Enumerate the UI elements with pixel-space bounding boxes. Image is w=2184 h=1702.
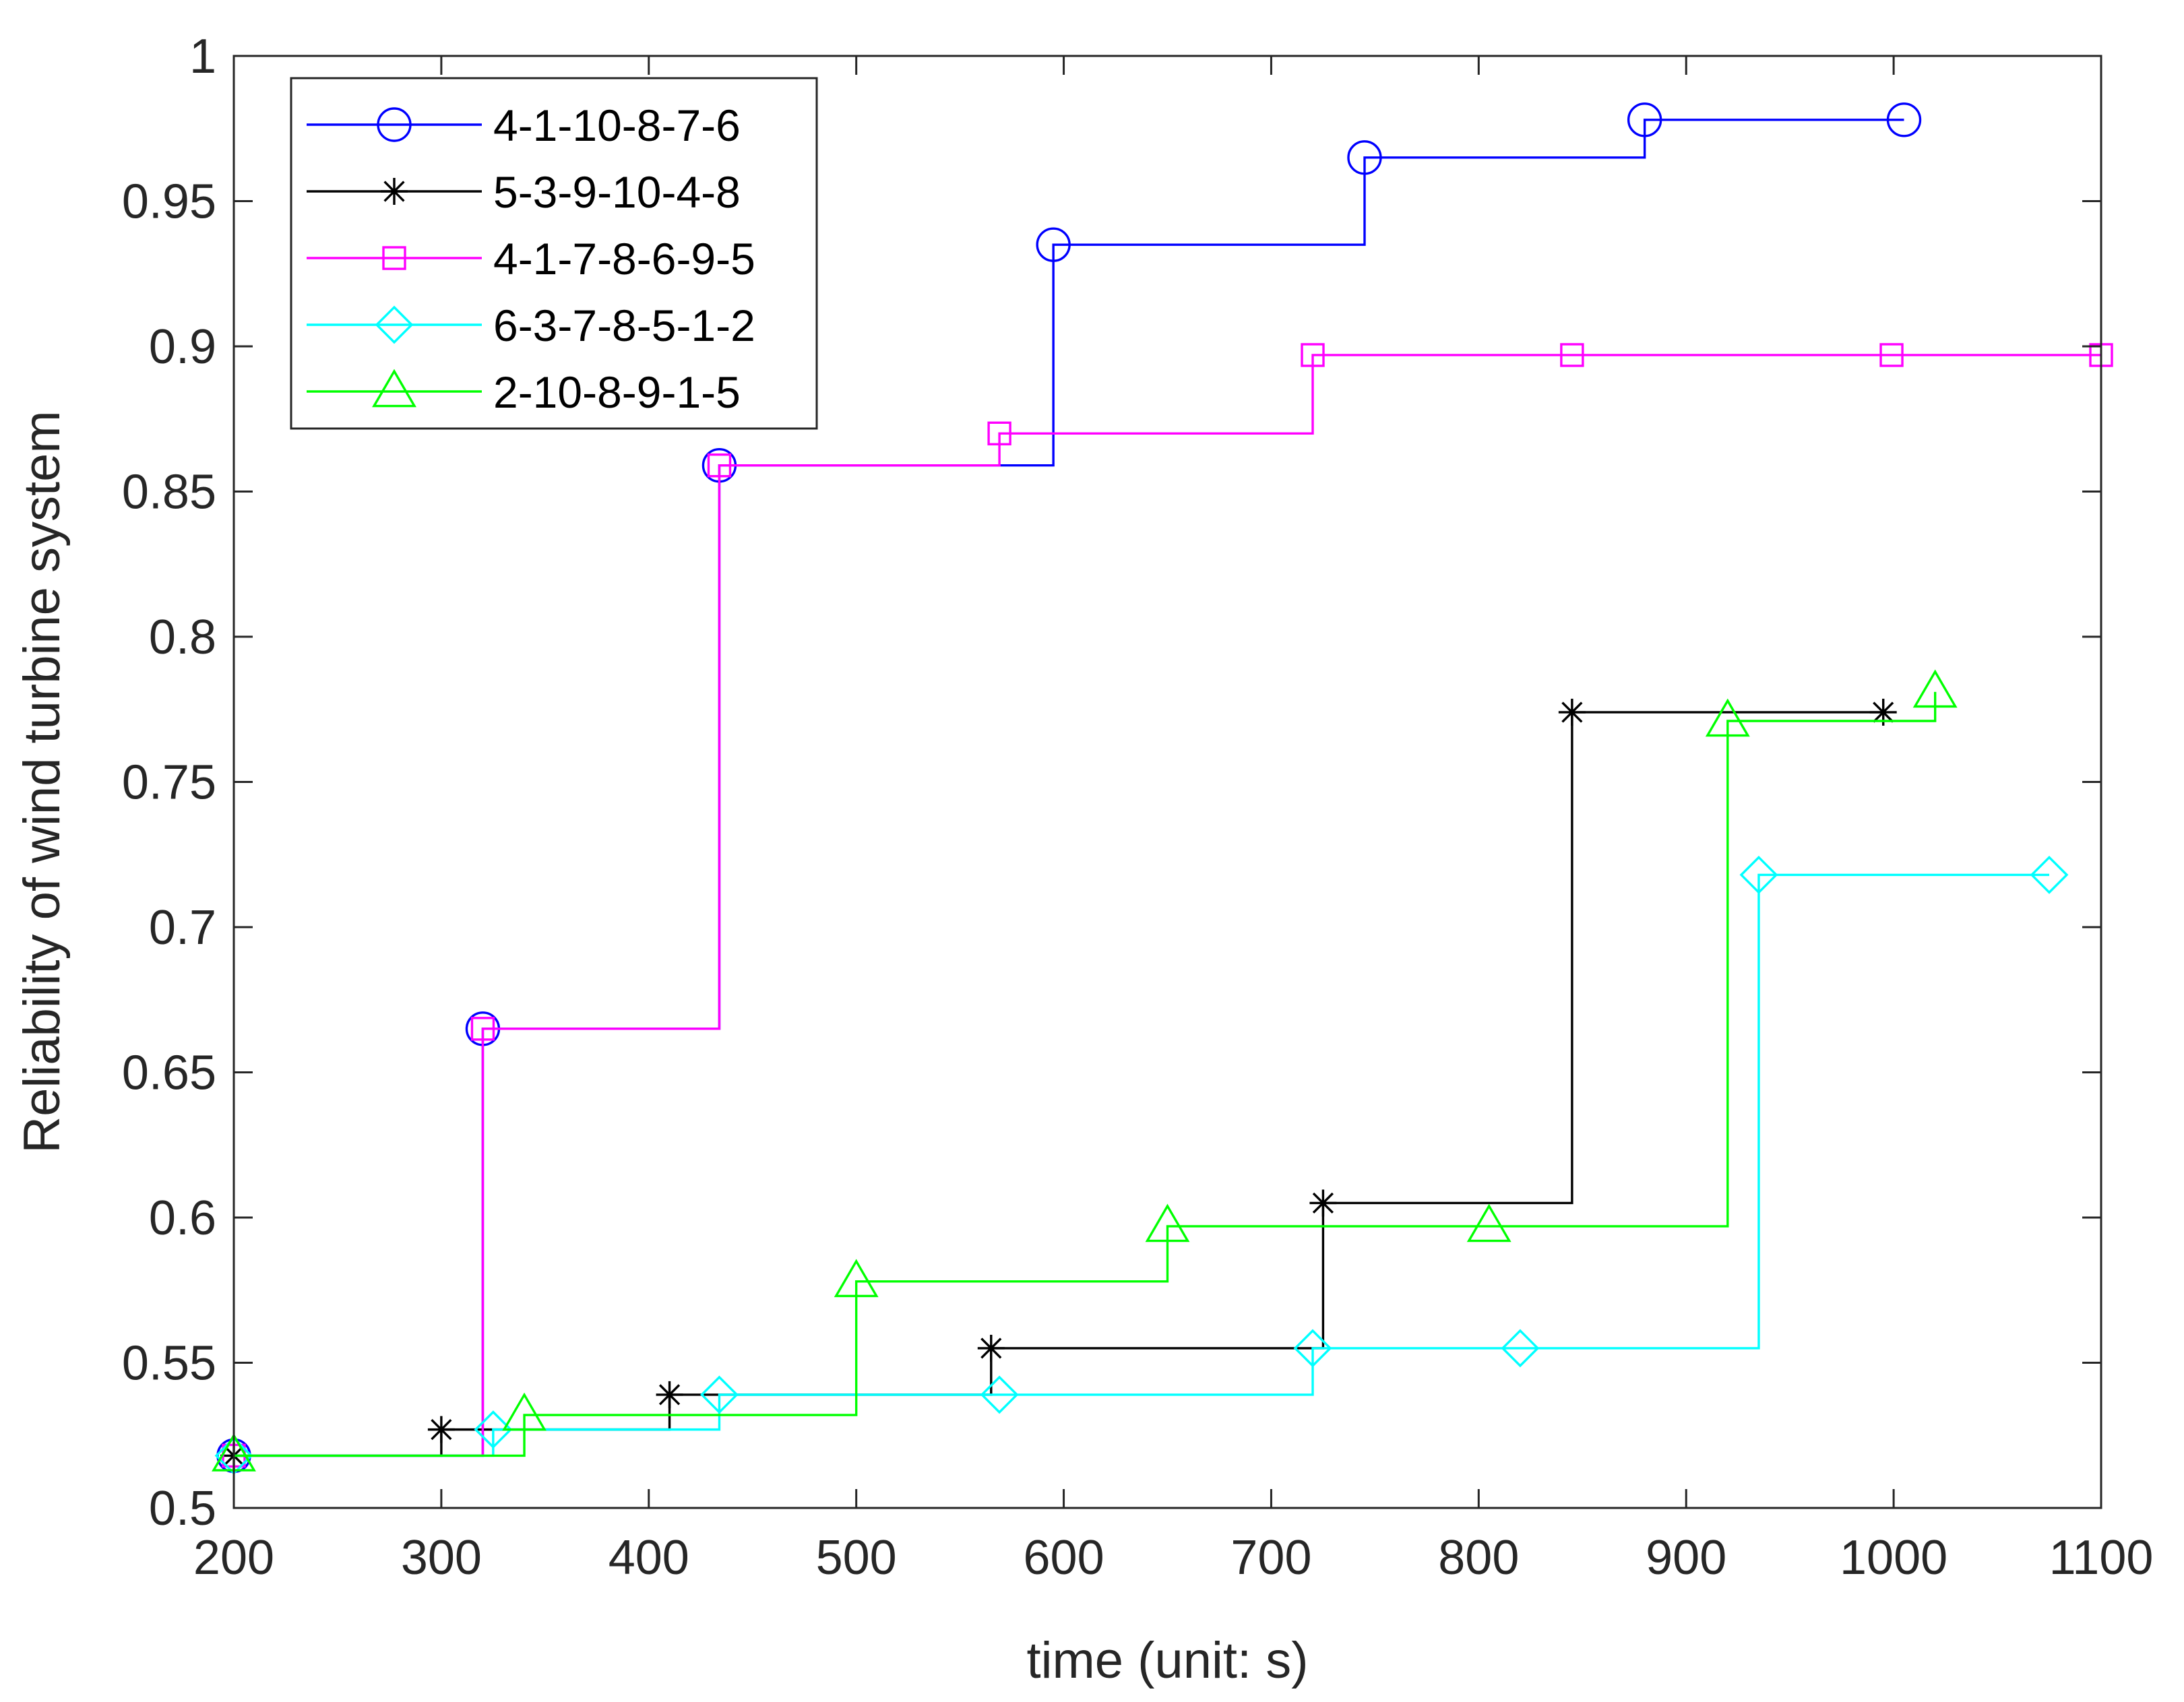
- legend-entry: 4-1-10-8-7-6: [307, 100, 741, 150]
- legend-label: 4-1-10-8-7-6: [493, 100, 741, 150]
- data-point: [987, 421, 1011, 445]
- data-point: [1912, 669, 1958, 708]
- data-point: [1309, 1189, 1337, 1217]
- data-point: [2030, 856, 2069, 894]
- series-line-2: [234, 354, 2101, 1457]
- y-axis-label: Reliability of wind turbine system: [13, 410, 71, 1153]
- y-tick-label: 0.5: [149, 1482, 216, 1536]
- data-point: [1036, 227, 1071, 262]
- y-tick-label: 0.85: [122, 466, 216, 519]
- data-point: [1301, 343, 1325, 367]
- legend-label: 4-1-7-8-6-9-5: [493, 234, 755, 284]
- data-point: [1627, 102, 1662, 137]
- data-point: [502, 1392, 547, 1431]
- data-point: [1739, 856, 1778, 894]
- x-tick-label: 800: [1438, 1531, 1519, 1585]
- y-tick-label: 0.9: [149, 320, 216, 374]
- series-line-3: [234, 873, 2050, 1457]
- y-tick-label: 1: [189, 30, 216, 84]
- y-tick-label: 0.8: [149, 610, 216, 664]
- data-point: [1886, 102, 1922, 137]
- data-point: [427, 1416, 455, 1443]
- data-point: [656, 1381, 683, 1408]
- legend-entry: 6-3-7-8-5-1-2: [307, 301, 755, 350]
- data-point: [977, 1334, 1005, 1362]
- data-point: [1347, 140, 1382, 175]
- data-point: [1501, 1329, 1540, 1368]
- legend-marker: [382, 246, 406, 270]
- data-point: [1145, 1203, 1190, 1242]
- data-point: [470, 1017, 495, 1041]
- data-point: [1869, 699, 1897, 726]
- series-4: [212, 669, 1958, 1472]
- data-point: [834, 1259, 879, 1298]
- x-tick-label: 700: [1230, 1531, 1311, 1585]
- y-tick-label: 0.95: [122, 175, 216, 229]
- y-tick-label: 0.55: [122, 1337, 216, 1391]
- data-point: [1558, 699, 1586, 726]
- x-tick-label: 1000: [1840, 1531, 1947, 1585]
- series-line-4: [234, 691, 1937, 1457]
- legend-marker: [381, 178, 408, 205]
- data-point: [474, 1410, 513, 1449]
- data-point: [1560, 343, 1584, 367]
- x-axis-label: time (unit: s): [1026, 1632, 1308, 1689]
- y-tick-label: 0.65: [122, 1046, 216, 1100]
- axes-layer: 200 300 400 500 600 700 800 900 1000 1100 0.5 0.55 0…: [122, 30, 2154, 1585]
- series-layer: [212, 102, 2113, 1475]
- data-point: [980, 1375, 1019, 1414]
- legend-entry: 5-3-9-10-4-8: [307, 167, 741, 217]
- x-tick-label: 500: [816, 1531, 897, 1585]
- data-point: [1466, 1203, 1511, 1242]
- x-tick-label: 200: [193, 1531, 274, 1585]
- y-tick-label: 0.6: [149, 1191, 216, 1245]
- x-tick-label: 1100: [2049, 1531, 2154, 1585]
- legend-label: 6-3-7-8-5-1-2: [493, 301, 755, 350]
- y-tick-label: 0.75: [122, 756, 216, 810]
- data-point: [1293, 1329, 1332, 1368]
- legend-entry: 4-1-7-8-6-9-5: [307, 234, 755, 284]
- legend: 4-1-10-8-7-6 5-3-9-10-4-8 4-1-7-8-6-9-5 6-3…: [290, 77, 818, 430]
- x-tick-label: 900: [1646, 1531, 1726, 1585]
- x-tick-label: 600: [1023, 1531, 1104, 1585]
- legend-marker: [372, 369, 416, 408]
- data-point: [700, 1375, 739, 1414]
- data-point: [1705, 698, 1750, 737]
- series-3: [214, 856, 2069, 1475]
- legend-box: [290, 77, 818, 430]
- y-tick-label: 0.7: [149, 901, 216, 955]
- x-tick-label: 300: [401, 1531, 482, 1585]
- x-tick-label: 400: [609, 1531, 689, 1585]
- legend-label: 5-3-9-10-4-8: [493, 167, 741, 217]
- legend-label: 2-10-8-9-1-5: [493, 367, 741, 417]
- legend-entry: 2-10-8-9-1-5: [307, 367, 741, 417]
- data-point: [1879, 343, 1904, 367]
- legend-marker: [377, 107, 412, 142]
- data-point: [707, 453, 732, 478]
- legend-marker: [375, 305, 414, 344]
